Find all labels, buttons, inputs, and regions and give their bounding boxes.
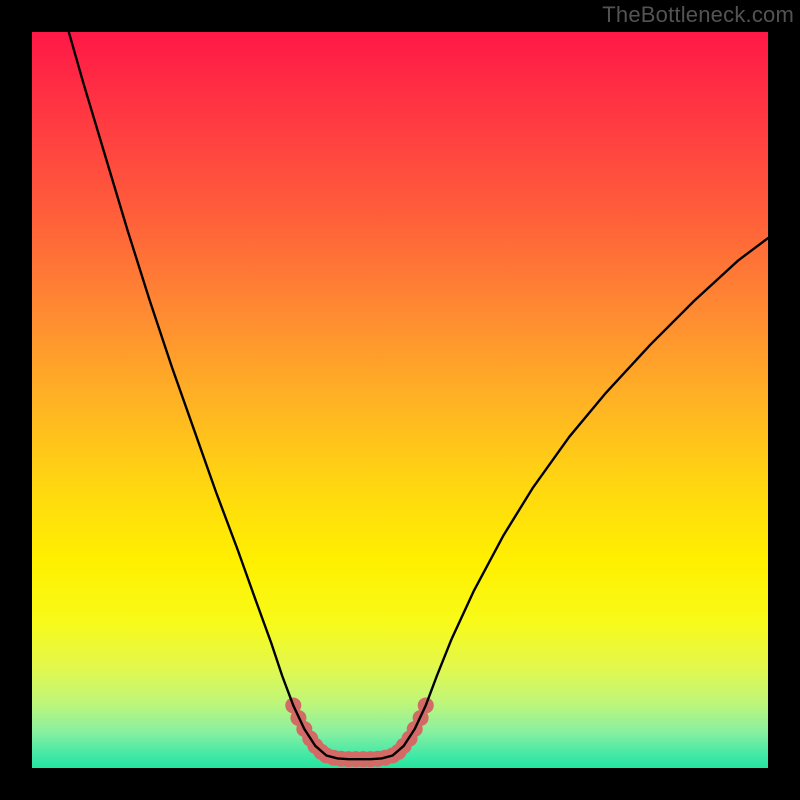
watermark-text: TheBottleneck.com xyxy=(602,2,794,28)
plot-background-gradient xyxy=(32,32,768,768)
bottleneck-chart xyxy=(0,0,800,800)
